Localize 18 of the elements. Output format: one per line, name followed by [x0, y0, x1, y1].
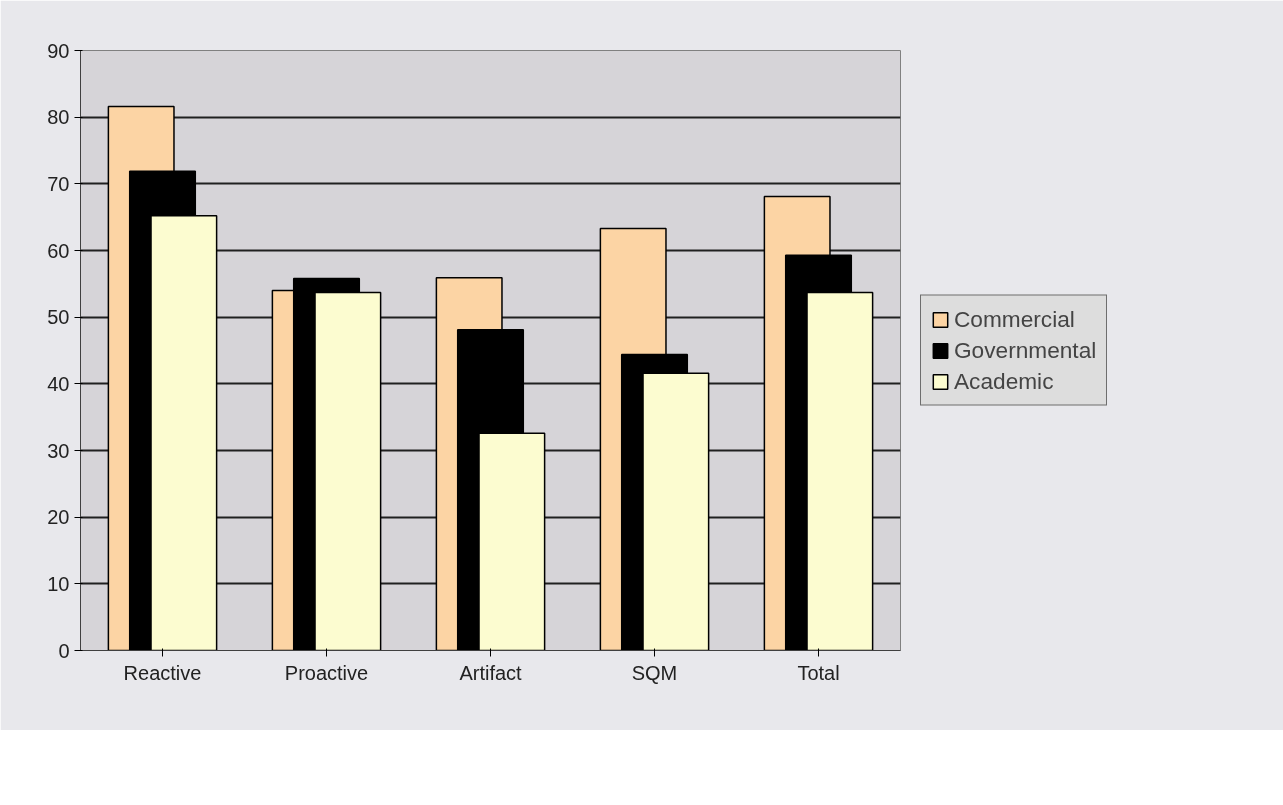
- x-tick-label: Reactive: [123, 661, 202, 684]
- y-tick-label: 30: [47, 439, 70, 462]
- y-tick-label: 40: [47, 372, 70, 395]
- x-tick-label: Artifact: [459, 661, 523, 684]
- y-tick-label: 70: [47, 172, 70, 195]
- x-tick-label: Total: [797, 661, 840, 684]
- y-tick-label: 60: [47, 239, 70, 262]
- y-tick-label: 0: [58, 639, 70, 662]
- y-tick-label: 90: [47, 39, 70, 62]
- legend-label: Commercial: [954, 305, 1075, 333]
- y-tick-label: 20: [47, 506, 70, 529]
- y-tick-label: 10: [47, 572, 70, 595]
- legend-label: Academic: [954, 367, 1054, 395]
- x-tick-label: SQM: [631, 661, 678, 684]
- x-tick-label: Proactive: [284, 661, 369, 684]
- y-tick-label: 50: [47, 306, 70, 329]
- y-tick-label: 80: [47, 106, 70, 129]
- legend-label: Governmental: [954, 336, 1097, 364]
